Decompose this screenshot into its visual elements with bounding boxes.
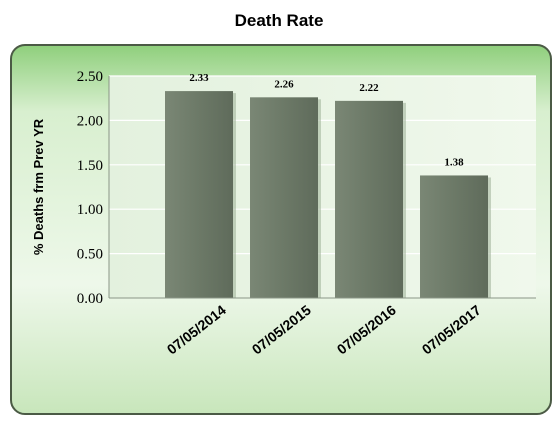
- y-tick-label: 1.50: [77, 158, 103, 174]
- data-labels: 2.33 2.26 2.22 1.38: [189, 72, 464, 168]
- data-label: 1.38: [444, 156, 464, 168]
- bars: [165, 91, 491, 298]
- bar: [165, 91, 233, 298]
- y-tick-label: 0.00: [77, 291, 103, 307]
- y-axis-ticks: 0.00 0.50 1.00 1.50 2.00 2.50: [77, 69, 103, 307]
- y-axis-title: % Deaths frm Prev YR: [31, 118, 46, 255]
- y-tick-label: 1.00: [77, 202, 103, 218]
- bar: [250, 97, 318, 298]
- chart-title: Death Rate: [235, 11, 324, 30]
- bar: [420, 175, 488, 298]
- y-tick-label: 2.50: [77, 69, 103, 85]
- data-label: 2.33: [189, 72, 209, 84]
- data-label: 2.26: [274, 78, 294, 90]
- data-label: 2.22: [359, 82, 379, 94]
- y-tick-label: 2.00: [77, 113, 103, 129]
- bar: [335, 100, 403, 298]
- y-tick-label: 0.50: [77, 247, 103, 263]
